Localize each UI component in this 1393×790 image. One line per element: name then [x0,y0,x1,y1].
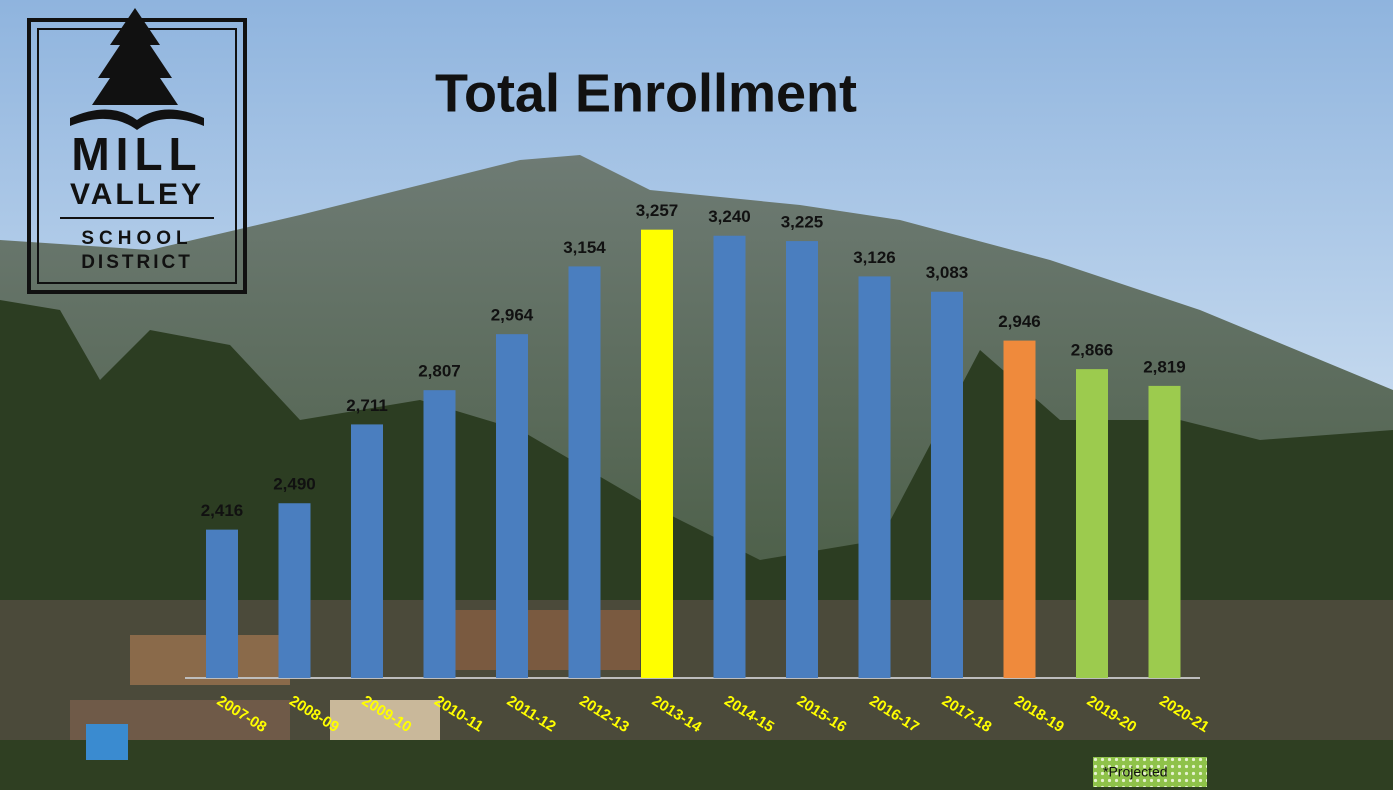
value-label: 3,257 [636,201,679,220]
value-label: 3,225 [781,213,824,232]
bar [496,334,528,678]
value-label: 3,240 [708,207,751,226]
bar [641,230,673,678]
bar [206,530,238,678]
value-label: 2,964 [491,306,534,325]
bar [1149,386,1181,678]
bar [786,241,818,678]
logo-text: MILL [71,128,202,180]
bar [1004,341,1036,678]
bar [931,292,963,678]
chart-title: Total Enrollment [435,63,857,123]
bar [279,503,311,678]
bar [424,390,456,678]
bar [1076,369,1108,678]
value-label: 2,807 [418,362,461,381]
value-label: 2,866 [1071,341,1114,360]
bar [859,276,891,678]
note: *Projected [1103,764,1168,780]
value-label: 3,083 [926,263,969,282]
value-label: 2,416 [201,501,244,520]
value-label: 3,154 [563,238,606,257]
value-label: 2,490 [273,475,316,494]
logo-text: SCHOOL [81,228,192,249]
chart: MILL VALLEY SCHOOL DISTRICT Total Enroll… [0,0,1393,790]
value-label: 3,126 [853,248,896,267]
logo-text: VALLEY [70,178,204,211]
value-label: 2,819 [1143,357,1186,376]
bar [351,424,383,678]
bar [714,236,746,678]
value-label: 2,946 [998,312,1041,331]
bar [569,266,601,678]
value-label: 2,711 [346,396,388,415]
logo-text: DISTRICT [81,252,193,273]
